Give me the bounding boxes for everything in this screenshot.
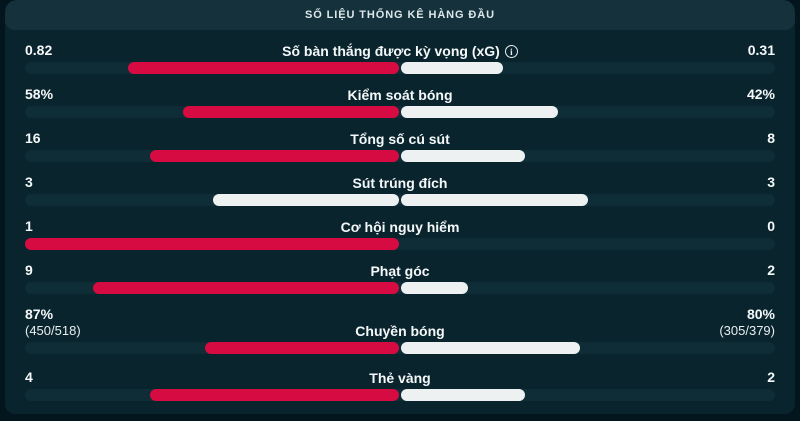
home-value: 87%: [25, 306, 54, 322]
stats-panel: SỐ LIỆU THỐNG KÊ HÀNG ĐẦU 0.82 Số bàn th…: [5, 0, 795, 414]
away-bar: [401, 106, 558, 118]
home-value: 4: [25, 369, 33, 385]
bar-track: [25, 238, 775, 250]
bar-track: [25, 106, 775, 118]
away-value: 2: [767, 369, 775, 385]
stat-label: Tổng số cú sút: [350, 131, 450, 147]
home-sub-value: (450/518): [25, 323, 81, 338]
bar-track: [25, 389, 775, 401]
bar-track: [25, 150, 775, 162]
away-bar: [401, 342, 580, 354]
stat-label: Cơ hội nguy hiểm: [340, 219, 460, 235]
stat-row-passes: 87% (450/518) Chuyền bóng 80% (305/379): [25, 300, 775, 363]
bar-track: [25, 62, 775, 74]
home-value: 0.82: [25, 42, 53, 58]
away-bar: [401, 150, 525, 162]
home-bar: [150, 389, 399, 401]
stat-label: Chuyền bóng: [355, 323, 445, 339]
home-bar: [150, 150, 399, 162]
away-value: 3: [767, 174, 775, 190]
home-value: 3: [25, 174, 33, 190]
away-bar: [401, 389, 525, 401]
away-value: 2: [767, 262, 775, 278]
away-value: 42%: [746, 86, 775, 102]
home-value: 1: [25, 218, 33, 234]
stat-row-xg: 0.82 Số bàn thắng được kỳ vọng (xG) i 0.3…: [25, 36, 775, 80]
home-bar: [204, 342, 399, 354]
stat-row-corners: 9 Phạt góc 2: [25, 256, 775, 300]
home-bar: [127, 62, 399, 74]
panel-title: SỐ LIỆU THỐNG KÊ HÀNG ĐẦU: [305, 9, 495, 21]
away-bar: [401, 62, 503, 74]
home-bar: [182, 106, 399, 118]
bar-track: [25, 282, 775, 294]
away-value: 8: [767, 130, 775, 146]
stat-label: Kiểm soát bóng: [347, 87, 453, 103]
stat-row-big-chances: 1 Cơ hội nguy hiểm 0: [25, 212, 775, 256]
home-value: 16: [25, 130, 41, 146]
stat-row-yellow-cards: 4 Thẻ vàng 2: [25, 363, 775, 407]
stat-row-total-shots: 16 Tổng số cú sút 8: [25, 124, 775, 168]
stat-label: Phạt góc: [370, 263, 430, 279]
home-value: 9: [25, 262, 33, 278]
home-bar: [25, 238, 399, 250]
home-value: 58%: [25, 86, 54, 102]
stat-row-possession: 58% Kiểm soát bóng 42%: [25, 80, 775, 124]
info-icon[interactable]: i: [504, 44, 518, 58]
stat-rows: 0.82 Số bàn thắng được kỳ vọng (xG) i 0.3…: [5, 30, 795, 407]
stat-label: Sút trúng đích: [352, 175, 448, 191]
panel-header: SỐ LIỆU THỐNG KÊ HÀNG ĐẦU: [5, 0, 795, 30]
away-value: 0: [767, 218, 775, 234]
away-value: 0.31: [747, 42, 775, 58]
bar-track: [25, 194, 775, 206]
away-value: 80%: [746, 306, 775, 322]
away-sub-value: (305/379): [719, 323, 775, 338]
home-bar: [212, 194, 399, 206]
stat-label: Số bàn thắng được kỳ vọng (xG): [282, 43, 500, 59]
stat-row-shots-on-target: 3 Sút trúng đích 3: [25, 168, 775, 212]
away-bar: [401, 282, 469, 294]
stat-label: Thẻ vàng: [369, 370, 431, 386]
home-bar: [93, 282, 399, 294]
bar-track: [25, 342, 775, 354]
away-bar: [401, 194, 588, 206]
